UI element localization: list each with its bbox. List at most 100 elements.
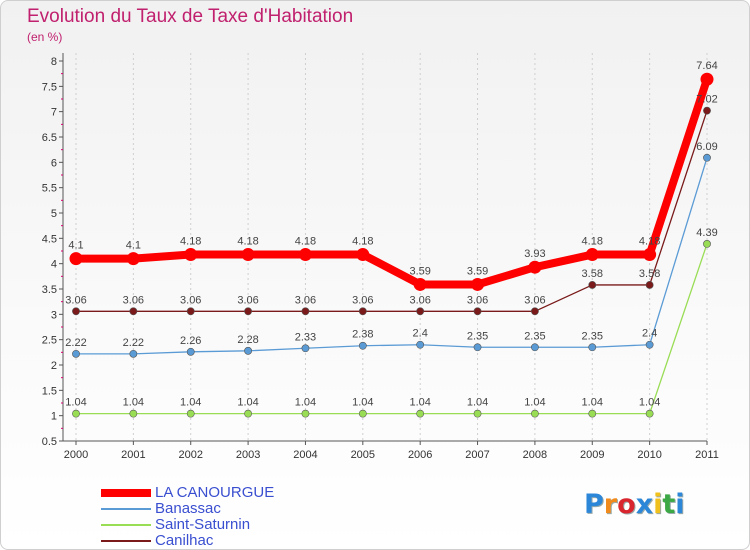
data-label-la-canourgue: 4.18 bbox=[180, 236, 201, 248]
data-label-banassac: 2.28 bbox=[237, 334, 258, 346]
y-tick-label: 4.5 bbox=[42, 233, 57, 245]
y-tick-label: 1.5 bbox=[42, 385, 57, 397]
data-point-saint-saturnin bbox=[186, 409, 195, 418]
logo-letter: P bbox=[584, 489, 604, 520]
data-label-la-canourgue: 4.18 bbox=[237, 236, 258, 248]
data-label-banassac: 2.22 bbox=[65, 337, 86, 349]
legend-swatch-canilhac bbox=[101, 540, 151, 542]
data-label-banassac: 2.26 bbox=[180, 335, 201, 347]
legend-item-la-canourgue: LA CANOURGUE bbox=[101, 484, 401, 501]
data-label-banassac: 2.22 bbox=[123, 337, 144, 349]
data-point-banassac bbox=[358, 341, 367, 350]
data-point-canilhac bbox=[358, 307, 367, 316]
series-line-banassac bbox=[75, 157, 708, 355]
data-point-banassac bbox=[645, 340, 654, 349]
data-label-canilhac: 3.06 bbox=[295, 294, 316, 306]
x-tick-label: 2009 bbox=[580, 449, 604, 461]
chart-data-labels: 1.04 1.04 1.04 1.04 1.04 1.04 1.04 1.04 1.04 1.04… bbox=[65, 60, 717, 408]
legend-label-canilhac: Canilhac bbox=[155, 532, 214, 549]
legend-item-saint-saturnin: Saint-Saturnin bbox=[101, 516, 401, 533]
data-label-canilhac: 3.06 bbox=[237, 294, 258, 306]
data-label-canilhac: 3.06 bbox=[352, 294, 373, 306]
data-point-canilhac bbox=[703, 106, 711, 115]
logo-letter: i bbox=[653, 489, 663, 520]
data-point-canilhac bbox=[473, 307, 482, 316]
y-tick-label: 3 bbox=[51, 309, 57, 321]
data-label-saint-saturnin: 1.04 bbox=[237, 397, 258, 409]
data-label-la-canourgue: 4.1 bbox=[68, 240, 83, 252]
data-point-canilhac bbox=[416, 307, 425, 316]
data-label-la-canourgue: 4.18 bbox=[295, 236, 316, 248]
data-point-la-canourgue bbox=[528, 260, 542, 274]
data-point-la-canourgue bbox=[69, 252, 83, 266]
data-point-banassac bbox=[473, 343, 482, 352]
data-point-saint-saturnin bbox=[129, 409, 138, 418]
data-point-la-canourgue bbox=[471, 277, 485, 291]
data-point-la-canourgue bbox=[700, 72, 714, 86]
data-point-la-canourgue bbox=[241, 248, 255, 262]
data-point-banassac bbox=[72, 349, 80, 358]
chart-unit-label: (en %) bbox=[27, 30, 63, 44]
data-label-la-canourgue: 3.59 bbox=[409, 265, 430, 277]
chart-series bbox=[69, 72, 714, 418]
data-point-canilhac bbox=[645, 281, 654, 289]
data-label-saint-saturnin: 1.04 bbox=[582, 397, 603, 409]
data-label-canilhac: 3.06 bbox=[123, 294, 144, 306]
data-point-la-canourgue bbox=[643, 248, 657, 262]
data-point-canilhac bbox=[301, 307, 310, 316]
data-label-banassac: 2.38 bbox=[352, 329, 373, 341]
data-point-saint-saturnin bbox=[531, 409, 539, 418]
proxiti-logo: Proxiti bbox=[584, 489, 685, 520]
data-point-saint-saturnin bbox=[703, 240, 711, 248]
data-label-banassac: 2.35 bbox=[467, 330, 488, 342]
data-label-saint-saturnin: 1.04 bbox=[524, 397, 545, 409]
y-tick-label: 6 bbox=[51, 157, 57, 169]
data-point-saint-saturnin bbox=[72, 409, 80, 418]
data-point-banassac bbox=[703, 153, 711, 162]
data-label-banassac: 2.35 bbox=[524, 330, 545, 342]
series-line-la-canourgue bbox=[72, 75, 711, 289]
data-point-saint-saturnin bbox=[244, 409, 252, 418]
y-tick-label: 1 bbox=[51, 411, 57, 423]
legend-swatch-la-canourgue bbox=[101, 489, 151, 497]
data-point-saint-saturnin bbox=[645, 409, 654, 418]
data-point-la-canourgue bbox=[184, 248, 198, 262]
logo-letter: x bbox=[635, 489, 654, 520]
y-tick-label: 8 bbox=[51, 56, 57, 68]
y-tick-label: 6.5 bbox=[42, 132, 57, 144]
data-label-canilhac: 3.06 bbox=[180, 294, 201, 306]
y-tick-label: 5 bbox=[51, 208, 57, 220]
data-point-canilhac bbox=[186, 307, 195, 316]
data-label-la-canourgue: 4.18 bbox=[352, 236, 373, 248]
data-point-banassac bbox=[244, 346, 252, 355]
y-tick-label: 7.5 bbox=[42, 81, 57, 93]
data-point-canilhac bbox=[244, 307, 252, 316]
data-point-saint-saturnin bbox=[416, 409, 425, 418]
data-label-canilhac: 3.58 bbox=[639, 268, 660, 280]
data-point-saint-saturnin bbox=[301, 409, 310, 418]
data-point-canilhac bbox=[531, 307, 539, 316]
legend-label-la-canourgue: LA CANOURGUE bbox=[155, 484, 275, 501]
data-point-canilhac bbox=[129, 307, 138, 316]
data-point-saint-saturnin bbox=[358, 409, 367, 418]
data-point-saint-saturnin bbox=[588, 409, 597, 418]
data-point-la-canourgue bbox=[585, 248, 599, 262]
x-tick-label: 2010 bbox=[637, 449, 661, 461]
data-label-saint-saturnin: 1.04 bbox=[180, 397, 201, 409]
data-point-la-canourgue bbox=[126, 252, 140, 266]
data-point-saint-saturnin bbox=[473, 409, 482, 418]
data-label-saint-saturnin: 1.04 bbox=[123, 397, 144, 409]
data-label-la-canourgue: 4.18 bbox=[582, 236, 603, 248]
data-label-la-canourgue: 7.64 bbox=[696, 60, 717, 72]
logo-letter: o bbox=[617, 489, 636, 520]
data-label-la-canourgue: 3.93 bbox=[524, 248, 545, 260]
logo-letter: i bbox=[675, 489, 685, 520]
data-label-la-canourgue: 4.18 bbox=[639, 236, 660, 248]
data-label-banassac: 2.33 bbox=[295, 331, 316, 343]
x-tick-label: 2008 bbox=[523, 449, 547, 461]
y-tick-label: 0.5 bbox=[42, 436, 57, 448]
data-label-canilhac: 7.02 bbox=[696, 94, 717, 106]
logo-letter: r bbox=[603, 489, 618, 520]
data-label-canilhac: 3.06 bbox=[524, 294, 545, 306]
data-point-la-canourgue bbox=[356, 248, 370, 262]
